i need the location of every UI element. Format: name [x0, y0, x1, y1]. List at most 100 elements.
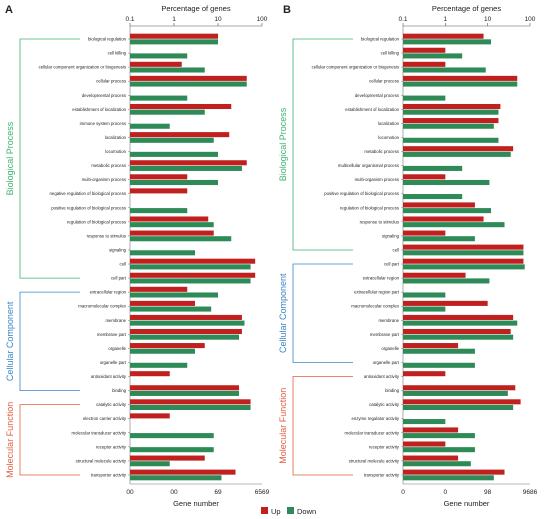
bar-up	[403, 61, 446, 67]
bar-down	[130, 81, 247, 87]
legend: Up Down	[261, 507, 316, 516]
legend-up-label: Up	[271, 507, 281, 516]
bar-down	[130, 250, 195, 256]
category-label: extracellular region	[90, 290, 127, 295]
top-tick-label: 10	[484, 16, 492, 23]
bar-down	[403, 109, 499, 115]
category-label: negative regulation of biological proces…	[50, 191, 126, 196]
bar-up	[130, 399, 251, 405]
category-label: electron carrier activity	[83, 416, 127, 421]
top-axis-title: Percentage of genes	[432, 4, 501, 13]
category-label: extracellular region	[363, 276, 400, 281]
top-tick-label: 100	[525, 16, 536, 23]
bar-down	[130, 306, 212, 312]
bar-down	[403, 306, 446, 312]
category-label: developmental process	[82, 93, 126, 98]
bar-down	[403, 165, 463, 171]
bar-down	[130, 264, 251, 270]
bar-up	[130, 371, 170, 377]
bar-up	[403, 103, 501, 110]
category-label: regulation of biological process	[340, 205, 399, 210]
group-label: Cellular Component	[278, 273, 288, 353]
category-label: macromolecular complex	[351, 304, 400, 309]
category-label: molecular transducer activity	[345, 430, 400, 435]
bar-down	[403, 39, 492, 45]
bar-down	[130, 39, 218, 45]
category-label: membrane part	[97, 332, 127, 337]
category-label: catalytic activity	[96, 402, 127, 407]
group-label: Molecular Function	[278, 388, 288, 464]
bar-down	[403, 475, 494, 481]
bar-up	[130, 258, 256, 264]
bar-up	[403, 258, 524, 264]
bar-up	[403, 343, 459, 349]
bar-up	[130, 230, 214, 236]
bar-up	[130, 33, 218, 39]
bar-up	[130, 469, 236, 475]
category-label: organelle part	[100, 360, 127, 365]
bar-up	[403, 399, 521, 405]
category-label: transporter activity	[91, 472, 127, 477]
bar-up	[403, 146, 514, 152]
category-label: cellular process	[96, 79, 126, 84]
bar-up	[130, 75, 247, 81]
bar-down	[130, 165, 242, 171]
category-label: biological regulation	[361, 37, 400, 42]
category-label: establishment of localization	[345, 107, 399, 112]
bar-down	[130, 109, 205, 115]
bottom-tick-label: 00	[126, 489, 134, 496]
top-tick-label: 100	[257, 16, 268, 23]
bar-down	[403, 222, 505, 228]
bar-down	[130, 123, 170, 129]
bar-down	[130, 390, 239, 396]
bar-down	[403, 362, 475, 368]
top-tick-label: 0.1	[398, 16, 407, 23]
category-label: cellular component organization or bioge…	[39, 65, 126, 70]
category-label: positive regulation of biological proces…	[51, 205, 126, 210]
category-label: receptor activity	[96, 444, 127, 449]
bar-down	[403, 67, 486, 73]
category-label: metabolic process	[91, 163, 126, 168]
bar-down	[403, 348, 475, 354]
top-axis-title: Percentage of genes	[161, 4, 230, 13]
category-label: receptor activity	[369, 444, 400, 449]
category-label: transporter activity	[364, 472, 400, 477]
bar-up	[130, 385, 239, 391]
category-label: biological regulation	[88, 37, 127, 42]
bar-up	[130, 174, 188, 180]
category-label: metabolic process	[364, 149, 399, 154]
group-bracket	[19, 404, 80, 476]
category-label: membrane	[105, 318, 126, 323]
category-label: molecular transducer activity	[72, 430, 127, 435]
bottom-axis-title: Gene number	[173, 499, 219, 508]
category-label: establishment of localization	[72, 107, 126, 112]
category-label: antioxidant activity	[91, 374, 127, 379]
bar-down	[403, 334, 514, 340]
bar-down	[130, 475, 222, 481]
bar-down	[130, 404, 251, 411]
bar-up	[403, 427, 459, 433]
category-label: locomotion	[378, 135, 399, 140]
bar-down	[130, 320, 245, 326]
panel-a: A Percentage of genes 0.1 1 10 100 00 00 69 6569 G…	[5, 4, 270, 508]
group-label: Cellular Component	[5, 301, 15, 381]
bar-down	[130, 461, 170, 467]
group-bracket	[292, 376, 353, 476]
bar-down	[130, 179, 218, 186]
category-label: structural molecule activity	[349, 458, 400, 463]
top-tick-label: 1	[172, 16, 176, 23]
category-label: localization	[378, 121, 400, 126]
bottom-tick-label: 0	[444, 489, 448, 496]
bar-down	[403, 461, 471, 467]
top-tick-label: 10	[214, 16, 222, 23]
category-label: cell	[120, 262, 126, 267]
bar-down	[130, 278, 251, 284]
bar-down	[403, 81, 518, 87]
category-label: organelle	[108, 346, 126, 351]
bar-down	[403, 53, 463, 59]
bar-down	[403, 194, 463, 200]
category-label: response to stimulus	[87, 233, 126, 238]
bar-down	[403, 447, 475, 453]
category-label: locomotion	[105, 149, 126, 154]
legend-down-label: Down	[297, 507, 316, 516]
